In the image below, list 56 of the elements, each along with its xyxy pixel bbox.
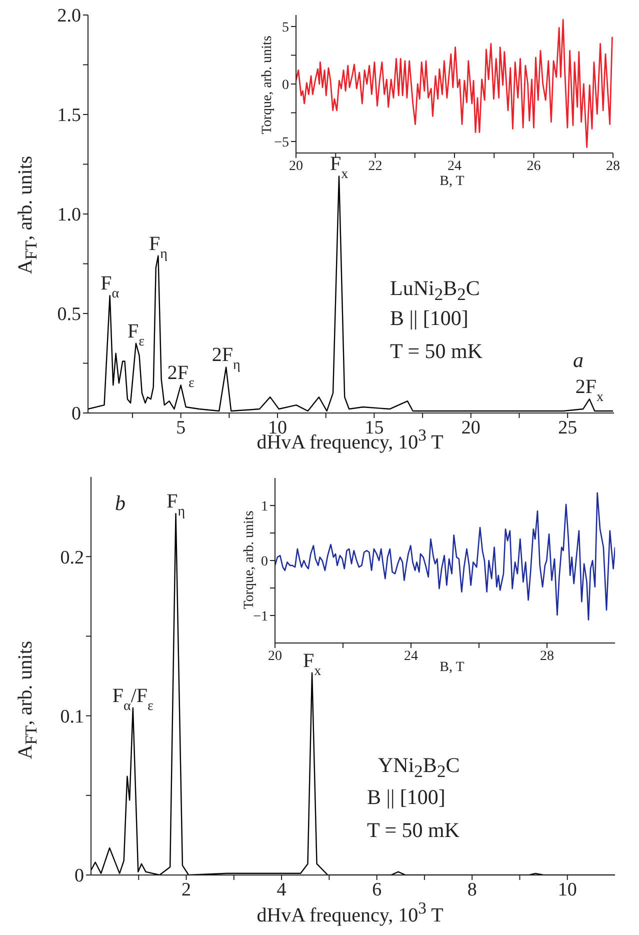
- annotation: 2F$_{x}$: [575, 376, 604, 405]
- y-axis-title: Torque, arb. units: [260, 36, 275, 134]
- x-tick-label: 6: [372, 879, 382, 900]
- annotation: T = 50 mK: [390, 339, 483, 363]
- annotation: YNi$_{2}$B$_{2}$C: [378, 753, 460, 782]
- y-axis-title: Torque, arb. units: [242, 510, 257, 610]
- y-tick-label: 1.0: [57, 204, 81, 226]
- annotation: B || [100]: [367, 785, 446, 809]
- y-tick-label: −5: [274, 135, 289, 150]
- annotation: 2F$_{η}$: [212, 344, 240, 373]
- y-tick-label: 2.0: [57, 6, 81, 27]
- y-tick-label: −1: [253, 609, 268, 624]
- x-tick-label: 2: [182, 879, 192, 900]
- annotation: T = 50 mK: [367, 818, 460, 842]
- y-tick-label: 0: [72, 404, 81, 425]
- x-tick-label: 22: [368, 158, 382, 174]
- x-tick-label: 4: [276, 879, 287, 900]
- y-tick-label: 0.1: [60, 706, 84, 728]
- annotation: F$_{α}$/F$_{ε}$: [112, 684, 154, 714]
- annotation: F$_{x}$: [330, 153, 348, 182]
- x-tick-label: 20: [461, 417, 480, 438]
- y-tick-label: 0.5: [57, 304, 81, 326]
- x-tick-label: 26: [526, 158, 541, 174]
- x-tick-label: 25: [558, 417, 578, 438]
- y-tick-label: 0: [74, 866, 84, 887]
- x-tick-label: 28: [606, 158, 620, 174]
- x-tick-label: 10: [558, 879, 577, 900]
- line-series: [275, 492, 615, 621]
- x-axis-title: B, T: [440, 660, 464, 675]
- x-tick-label: 24: [448, 158, 462, 174]
- x-tick-label: 5: [176, 417, 186, 438]
- annotation: F$_{η}$: [148, 232, 168, 262]
- x-tick-label: 20: [268, 648, 282, 664]
- annotation: 2F$_{ε}$: [167, 362, 194, 391]
- annotation: F$_{ε}$: [127, 320, 145, 349]
- y-tick-label: 0.2: [60, 547, 84, 568]
- y-tick-label: 5: [282, 20, 289, 36]
- annotation: F$_{x}$: [302, 650, 322, 678]
- y-tick-label: 0: [282, 78, 289, 93]
- y-tick-label: 0: [261, 554, 268, 570]
- x-tick-label: 15: [364, 417, 384, 438]
- x-tick-label: 24: [404, 648, 418, 664]
- annotation: LuNi$_{2}$B$_{2}$C: [390, 276, 480, 304]
- x-tick-label: 20: [289, 158, 303, 174]
- annotation: F$_{η}$: [166, 490, 186, 520]
- annotation: a: [573, 348, 584, 372]
- annotation: B || [100]: [390, 306, 468, 330]
- y-tick-label: 1: [261, 499, 268, 514]
- line-series: [296, 18, 613, 148]
- annotation: F$_{α}$: [100, 272, 120, 302]
- x-axis-title: dHvA frequency, 10$^{3}$ T: [256, 898, 444, 926]
- annotation: b: [115, 491, 126, 515]
- x-tick-label: 28: [540, 648, 554, 664]
- x-axis-title: B, T: [440, 174, 464, 189]
- y-tick-label: 1.5: [57, 105, 81, 126]
- x-tick-label: 8: [467, 879, 477, 900]
